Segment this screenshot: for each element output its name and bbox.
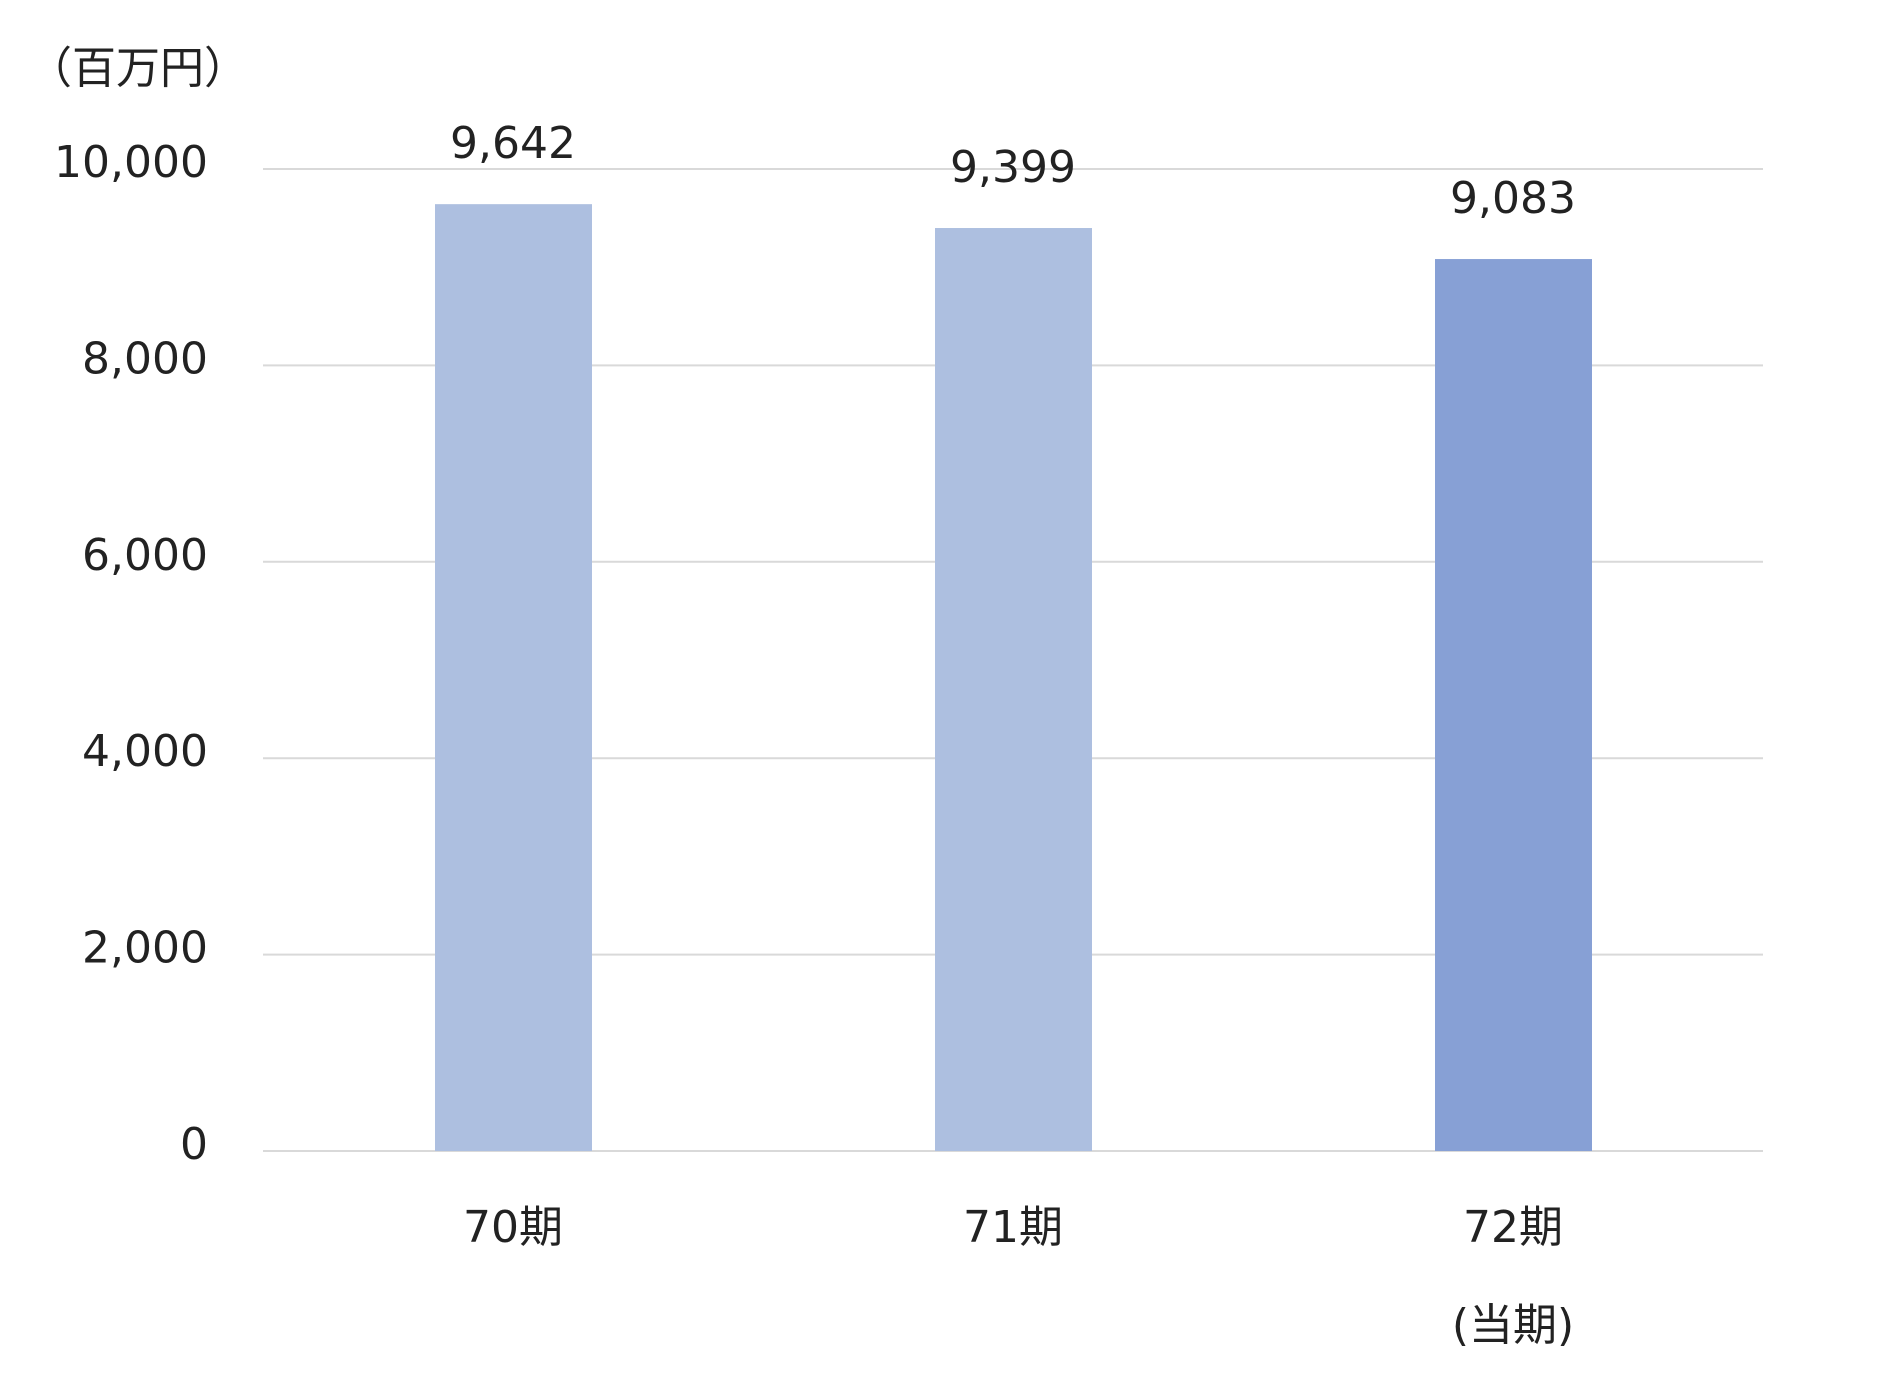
value-label: 9,083 bbox=[1450, 173, 1576, 224]
bar bbox=[1435, 259, 1592, 1151]
x-tick-label: 72期(当期) bbox=[1452, 1202, 1574, 1351]
bar bbox=[435, 204, 592, 1152]
y-axis-label: （百万円） bbox=[28, 43, 248, 94]
bar bbox=[935, 228, 1092, 1152]
y-tick-label: 6,000 bbox=[82, 530, 208, 581]
x-tick-label: 70期 bbox=[463, 1202, 563, 1253]
y-tick-label: 2,000 bbox=[82, 923, 208, 974]
y-tick-label: 4,000 bbox=[82, 726, 208, 777]
y-tick-label: 8,000 bbox=[82, 333, 208, 384]
value-label: 9,642 bbox=[450, 118, 576, 169]
y-tick-label: 10,000 bbox=[54, 137, 208, 188]
y-tick-label: 0 bbox=[180, 1119, 208, 1170]
x-tick-label: 71期 bbox=[963, 1202, 1063, 1253]
value-label: 9,399 bbox=[950, 142, 1076, 193]
